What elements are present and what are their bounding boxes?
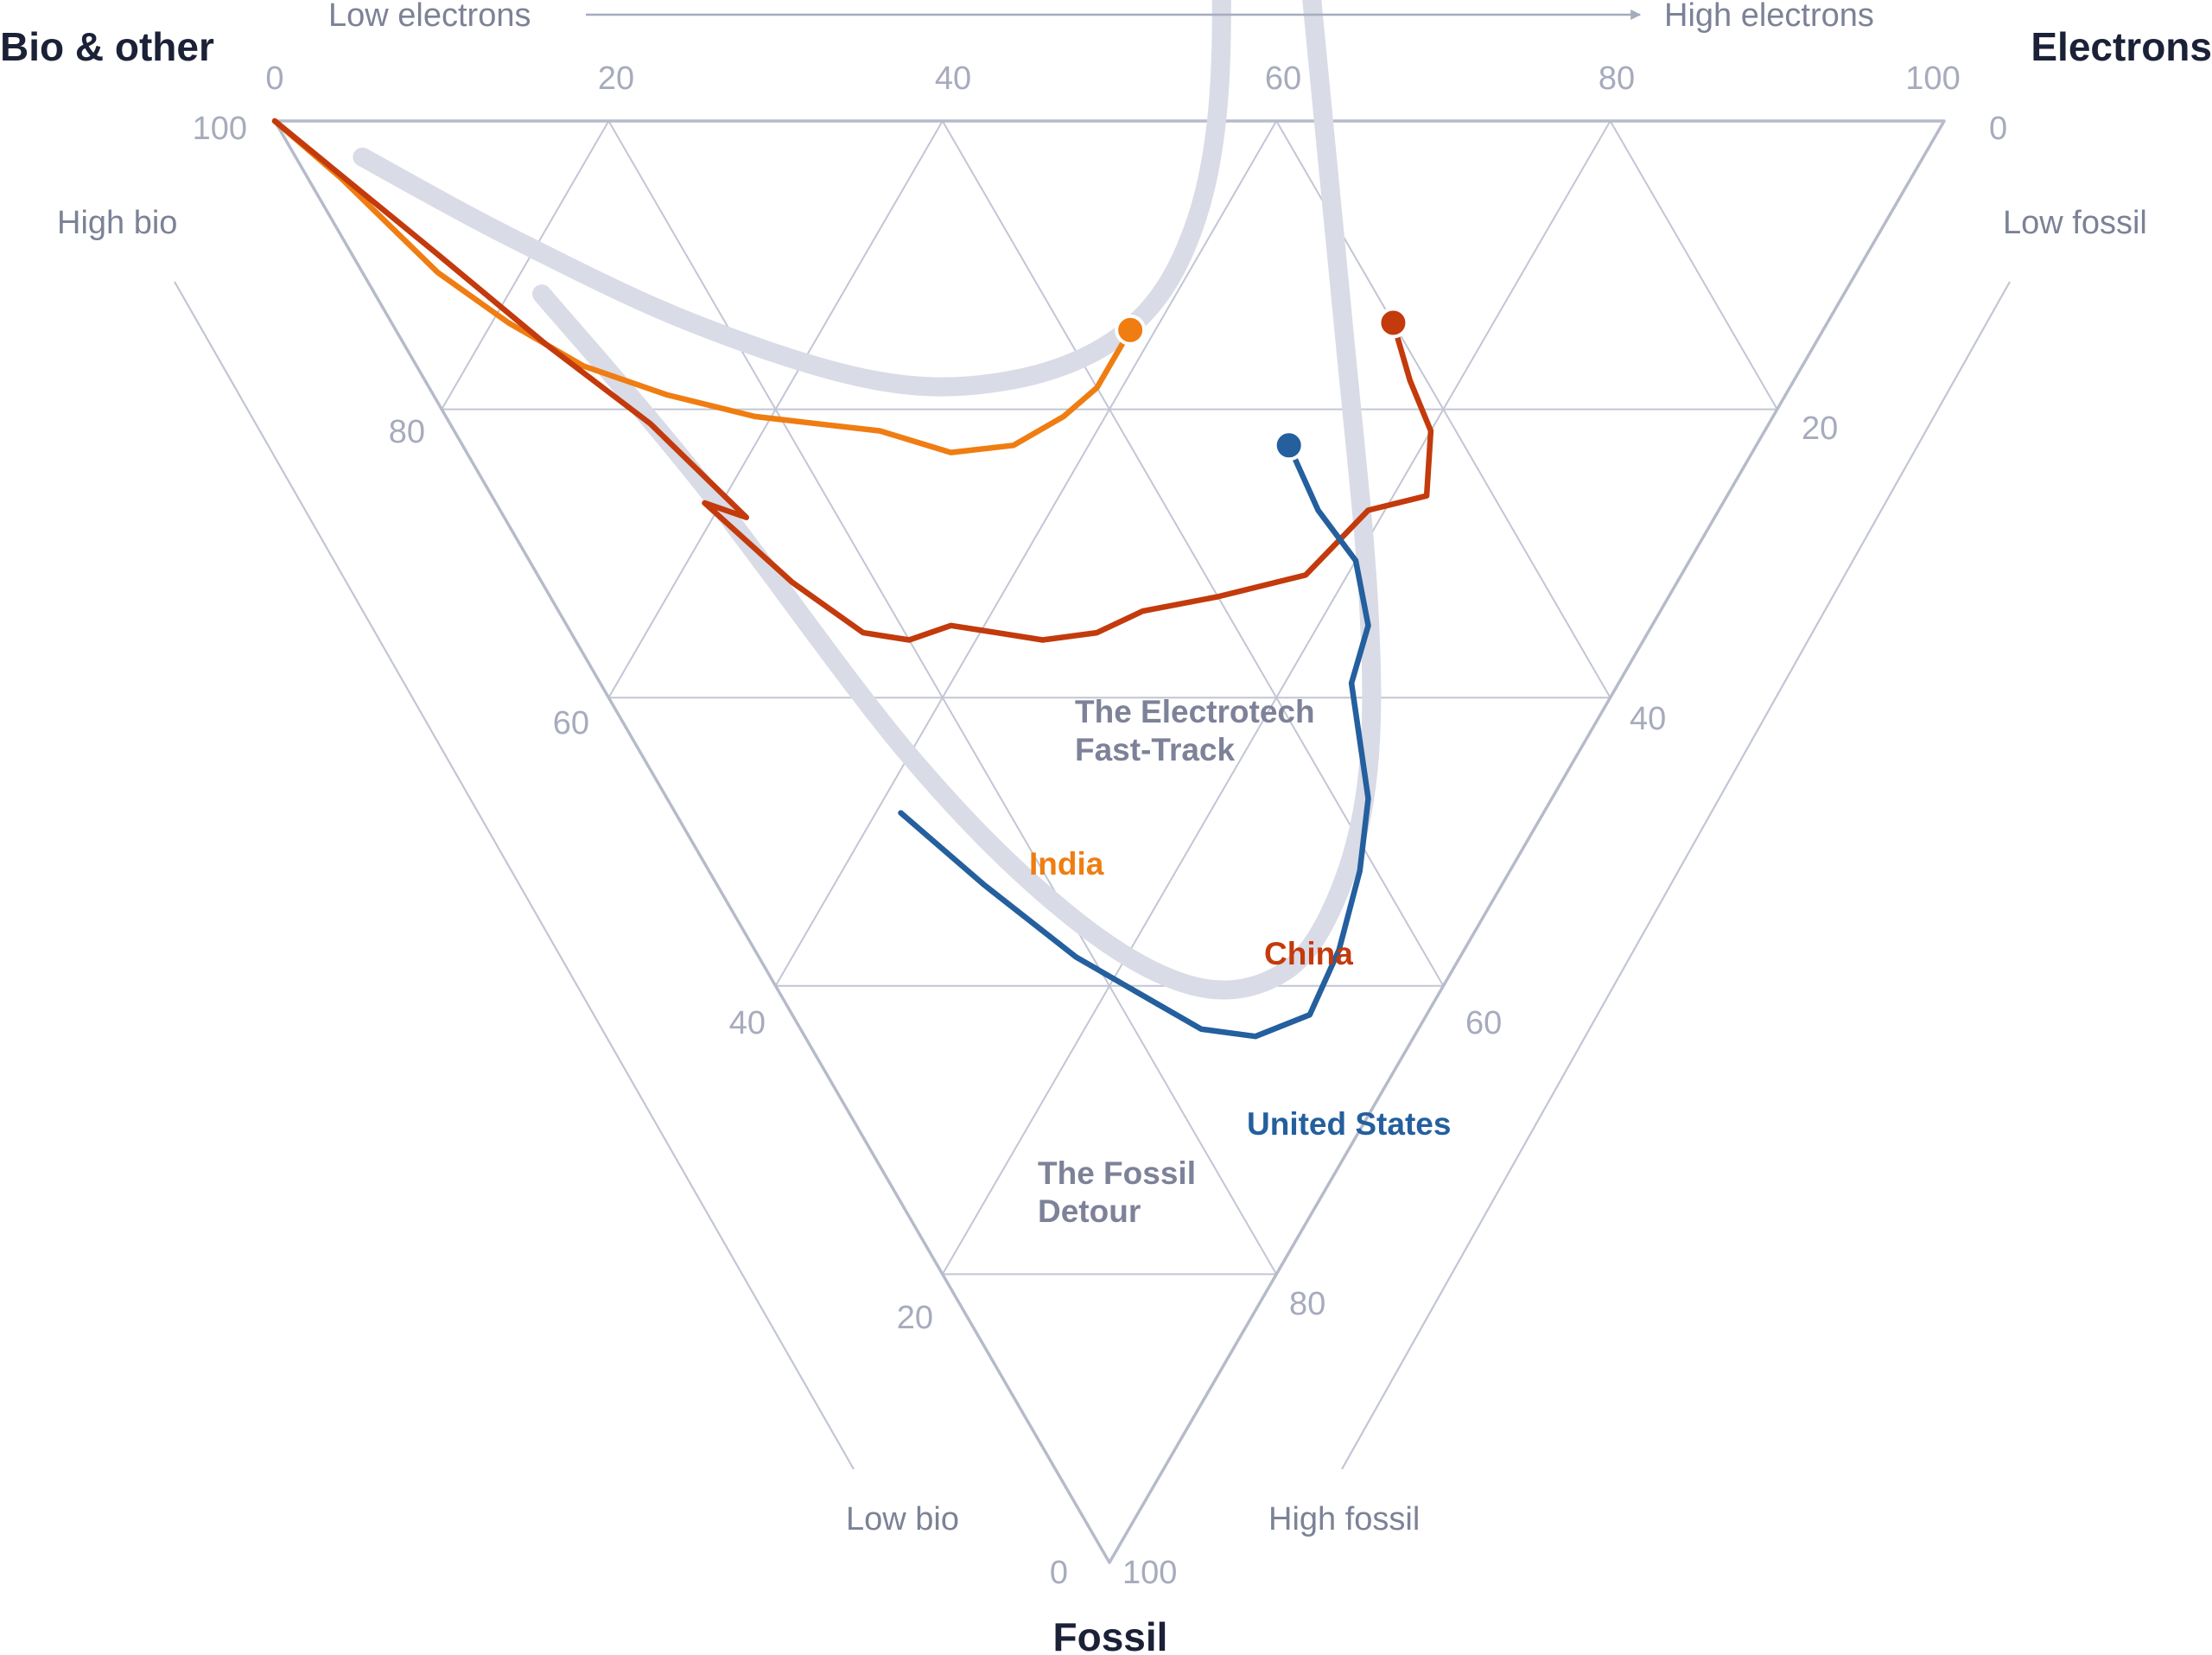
annotation-fossil-detour: The Fossil Detour: [1038, 1155, 1205, 1229]
series-label-china: China: [1264, 936, 1353, 971]
grid-line-bio-60: [607, 120, 944, 698]
grid-line-bio-40: [774, 120, 1278, 987]
bio-tick-60: 60: [553, 705, 589, 742]
pathway-line-1: [532, 0, 1382, 1000]
series-line-india: [271, 118, 1134, 455]
bio-tick-20: 20: [897, 1300, 933, 1336]
series-line-china: [271, 118, 1434, 643]
electrons-tick-20: 20: [598, 60, 634, 97]
bio-tick-0: 0: [1050, 1555, 1068, 1591]
triangle-border: [273, 119, 1946, 1564]
fossil-tick-80: 80: [1289, 1286, 1325, 1322]
series-endpoint-united-states: [1273, 430, 1305, 461]
fossil-tick-100: 100: [1122, 1555, 1177, 1591]
fossil-tick-20: 20: [1802, 411, 1838, 447]
series-endpoint-china: [1377, 307, 1409, 339]
grid: [441, 120, 1778, 1276]
electrons-tick-80: 80: [1599, 60, 1635, 97]
triangle-outline: [273, 119, 1946, 1564]
grid-line-bio-80: [441, 120, 610, 411]
electrons-tick-100: 100: [1905, 60, 1960, 97]
bio-tick-80: 80: [389, 414, 425, 450]
pathway-line-0: [353, 0, 1231, 397]
electrons-tick-0: 0: [265, 60, 283, 97]
corner-bio-title: Bio & other: [0, 24, 214, 69]
fossil-tick-40: 40: [1630, 701, 1666, 737]
series-label-india: India: [1029, 846, 1104, 882]
corner-fossil-title: Fossil: [1053, 1614, 1168, 1655]
bio-high-label: High bio: [57, 205, 177, 241]
bio-low-label: Low bio: [846, 1501, 959, 1537]
bio-outer-axis-line: [174, 281, 855, 1470]
bio-tick-100: 100: [193, 111, 247, 147]
outer-axis-lines: [174, 281, 2011, 1470]
pathway-arrows: [353, 0, 1382, 1000]
fossil-tick-60: 60: [1465, 1005, 1502, 1041]
grid-line-electrons-80: [1609, 120, 1778, 411]
fossil-outer-axis-line: [1341, 281, 2011, 1470]
fossil-tick-0: 0: [1989, 111, 2007, 147]
series-endpoint-india: [1115, 314, 1147, 346]
annotation-electrotech-fast-track: The Electrotech Fast-Track: [1075, 694, 1324, 767]
fossil-high-label: High fossil: [1268, 1501, 1420, 1537]
bio-tick-40: 40: [729, 1005, 766, 1041]
series-label-united-states: United States: [1247, 1106, 1451, 1142]
electrons-high-label: High electrons: [1664, 0, 1874, 34]
corner-electrons-title: Electrons: [2031, 24, 2212, 69]
series-lines: [271, 118, 1434, 1040]
electrons-low-label: Low electrons: [328, 0, 531, 34]
fossil-low-label: Low fossil: [2003, 205, 2147, 241]
electrons-tick-40: 40: [935, 60, 971, 97]
series-line-united-states: [898, 442, 1371, 1040]
electrons-tick-60: 60: [1265, 60, 1301, 97]
